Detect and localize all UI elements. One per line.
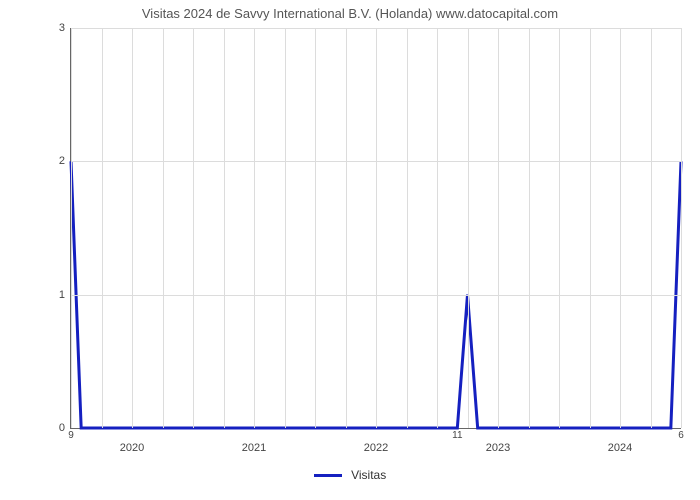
grid-line-v xyxy=(681,28,682,428)
chart-container: Visitas 2024 de Savvy International B.V.… xyxy=(0,0,700,500)
x-subtick-label: 11 xyxy=(452,428,462,441)
chart-title: Visitas 2024 de Savvy International B.V.… xyxy=(0,6,700,21)
legend: Visitas xyxy=(0,468,700,482)
grid-line-v xyxy=(651,28,652,428)
grid-line-v xyxy=(590,28,591,428)
x-subtick-label: 9 xyxy=(68,428,74,441)
x-tick-label: 2021 xyxy=(242,428,266,454)
x-tick-label: 2022 xyxy=(364,428,388,454)
grid-line-v xyxy=(71,28,72,428)
x-subtick-label: 6 xyxy=(678,428,684,441)
grid-line-v xyxy=(437,28,438,428)
x-tick-label: 2020 xyxy=(120,428,144,454)
grid-line-v xyxy=(224,28,225,428)
grid-line-v xyxy=(468,28,469,428)
grid-line-v xyxy=(620,28,621,428)
grid-line-v xyxy=(254,28,255,428)
x-tick-label: 2023 xyxy=(486,428,510,454)
grid-line-v xyxy=(529,28,530,428)
grid-line-v xyxy=(559,28,560,428)
grid-line-v xyxy=(193,28,194,428)
y-tick-label: 3 xyxy=(59,22,71,34)
x-tick-label: 2024 xyxy=(608,428,632,454)
grid-line-v xyxy=(498,28,499,428)
plot-area: 0123202020212022202320249116 xyxy=(70,28,681,429)
grid-line-v xyxy=(346,28,347,428)
grid-line-v xyxy=(407,28,408,428)
grid-line-v xyxy=(376,28,377,428)
grid-line-v xyxy=(285,28,286,428)
grid-line-v xyxy=(102,28,103,428)
grid-line-v xyxy=(132,28,133,428)
legend-swatch xyxy=(314,474,342,477)
y-tick-label: 1 xyxy=(59,289,71,301)
y-tick-label: 2 xyxy=(59,155,71,167)
legend-label: Visitas xyxy=(351,468,386,482)
grid-line-v xyxy=(315,28,316,428)
grid-line-v xyxy=(163,28,164,428)
